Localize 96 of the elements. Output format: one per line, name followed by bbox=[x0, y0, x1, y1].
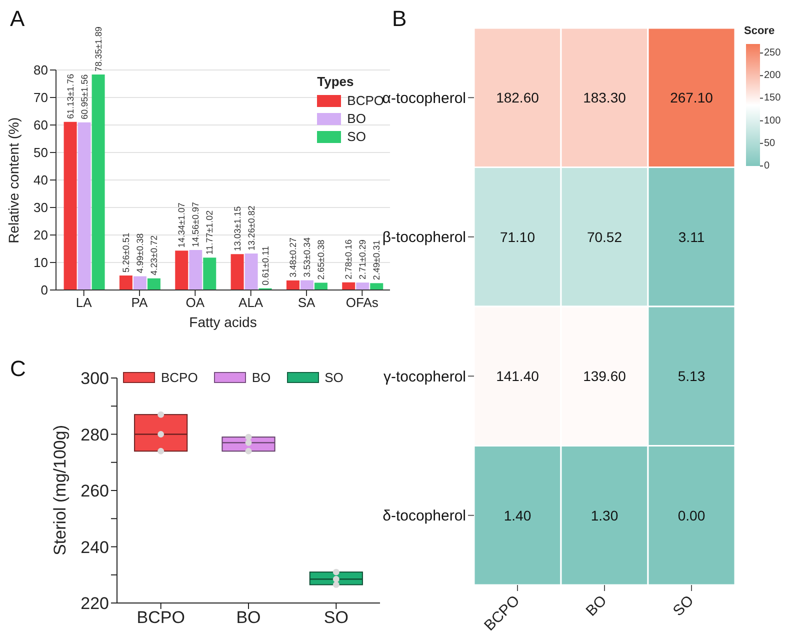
x-tick-label: SO bbox=[670, 592, 698, 620]
data-label: 14.34±1.07 bbox=[176, 202, 187, 248]
x-tick-label: OFAs bbox=[346, 295, 379, 310]
data-label: 70.52 bbox=[586, 228, 622, 245]
data-label: 2.78±0.16 bbox=[344, 239, 354, 280]
data-label: 182.60 bbox=[496, 90, 540, 106]
x-tick-label: BCPO bbox=[136, 608, 185, 628]
data-label: 183.30 bbox=[583, 90, 626, 106]
y-tick-label: 60 bbox=[34, 118, 48, 133]
data-label: 61.13±1.76 bbox=[65, 74, 76, 119]
y-tick-label: 40 bbox=[34, 172, 48, 188]
x-tick-label: ALA bbox=[238, 295, 264, 310]
y-tick-label: 0 bbox=[40, 282, 48, 298]
y-tick-label: 10 bbox=[34, 255, 48, 270]
x-tick-label: PA bbox=[131, 295, 148, 310]
bar bbox=[244, 254, 258, 290]
bar bbox=[300, 280, 314, 290]
data-label: 2.71±0.29 bbox=[358, 240, 368, 280]
bar bbox=[230, 254, 244, 290]
legend-label: BCPO bbox=[161, 370, 198, 385]
data-label: 4.23±0.72 bbox=[148, 235, 159, 276]
bar bbox=[119, 276, 132, 290]
y-axis-title: Steriol (mg/100g) bbox=[50, 425, 69, 556]
data-label: 14.56±0.97 bbox=[190, 202, 201, 247]
bar bbox=[133, 276, 146, 290]
x-tick-label: SA bbox=[298, 295, 316, 310]
x-tick-label: BO bbox=[236, 608, 261, 628]
data-label: 0.61±0.11 bbox=[260, 246, 270, 286]
y-tick-label: γ-tocopherol bbox=[383, 368, 466, 386]
y-tick-label: 240 bbox=[80, 538, 109, 557]
y-tick-label: 50 bbox=[34, 145, 48, 160]
bar bbox=[342, 282, 356, 290]
legend-label: BO bbox=[347, 111, 366, 126]
color-bar-title: Score bbox=[744, 25, 775, 37]
legend-label: SO bbox=[347, 129, 366, 144]
data-label: 5.26±0.51 bbox=[120, 232, 131, 273]
y-tick-label: β-tocopherol bbox=[382, 229, 466, 246]
data-label: 1.30 bbox=[590, 507, 618, 524]
y-tick-label: 80 bbox=[34, 62, 48, 78]
legend-label: BCPO bbox=[347, 93, 384, 108]
data-label: 13.26±0.82 bbox=[246, 206, 256, 251]
bar bbox=[92, 74, 105, 290]
y-tick-label: 280 bbox=[80, 425, 109, 444]
data-label: 0.00 bbox=[678, 507, 706, 524]
y-tick-label: 220 bbox=[80, 594, 109, 614]
x-tick-label: OA bbox=[186, 295, 205, 310]
bar bbox=[189, 250, 202, 290]
y-tick-label: 20 bbox=[34, 228, 48, 243]
data-label: 141.40 bbox=[496, 368, 540, 384]
data-label: 139.60 bbox=[583, 368, 626, 384]
x-tick-label: BO bbox=[582, 592, 610, 620]
legend-label: BO bbox=[252, 370, 271, 385]
data-label: 2.49±0.31 bbox=[372, 240, 382, 280]
chart-title: C bbox=[10, 356, 26, 381]
x-tick-label: LA bbox=[76, 295, 92, 310]
data-label: 60.95±1.56 bbox=[79, 74, 90, 120]
data-label: 13.03±1.15 bbox=[232, 206, 242, 252]
bar bbox=[356, 282, 370, 290]
bar bbox=[64, 122, 77, 290]
data-label: 2.65±0.38 bbox=[316, 240, 326, 280]
color-bar-label: 150 bbox=[764, 92, 782, 104]
data-label: 11.77±1.02 bbox=[204, 210, 215, 255]
data-label: 5.13 bbox=[678, 368, 706, 384]
data-label: 4.99±0.38 bbox=[134, 233, 145, 274]
bar bbox=[147, 278, 160, 290]
color-bar-label: 250 bbox=[764, 48, 782, 59]
legend-label: SO bbox=[324, 370, 344, 385]
color-bar-label: 0 bbox=[764, 160, 770, 172]
y-tick-label: 260 bbox=[80, 482, 109, 501]
color-bar-label: 200 bbox=[764, 70, 782, 82]
data-label: 1.40 bbox=[504, 507, 532, 524]
data-label: 71.10 bbox=[500, 228, 536, 245]
y-axis-title: Relative content (%) bbox=[6, 116, 22, 244]
y-tick-label: 70 bbox=[34, 90, 48, 106]
bar bbox=[78, 122, 91, 290]
bar bbox=[314, 282, 328, 290]
data-label: 3.48±0.27 bbox=[288, 237, 298, 278]
y-tick-label: 300 bbox=[80, 369, 109, 388]
data-label: 267.10 bbox=[670, 90, 714, 106]
bar bbox=[370, 283, 384, 290]
y-tick-label: α-tocopherol bbox=[382, 90, 466, 107]
bar bbox=[175, 250, 188, 290]
data-label: 78.35±1.89 bbox=[93, 26, 104, 72]
y-tick-label: δ-tocopherol bbox=[382, 508, 466, 525]
legend-title: Types bbox=[317, 74, 354, 89]
color-bar-label: 50 bbox=[764, 138, 776, 149]
bar bbox=[286, 280, 300, 290]
x-axis-title: Fatty acids bbox=[189, 314, 257, 330]
bar bbox=[203, 258, 216, 290]
y-tick-label: 30 bbox=[34, 200, 48, 216]
chart-title: B bbox=[392, 6, 407, 31]
chart-title: A bbox=[10, 6, 25, 31]
data-label: 3.11 bbox=[678, 228, 705, 245]
data-label: 3.53±0.34 bbox=[302, 237, 312, 278]
x-tick-label: SO bbox=[324, 608, 348, 628]
color-bar-label: 100 bbox=[764, 115, 782, 126]
